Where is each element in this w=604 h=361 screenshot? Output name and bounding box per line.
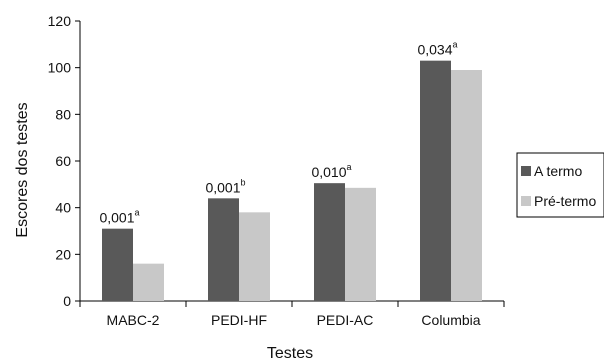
y-tick-label: 80 [55,106,71,122]
bar-a-termo [420,60,451,301]
bar-a-termo [102,228,133,301]
legend-label: Pré-termo [534,193,596,209]
bar-pre-termo [345,187,376,301]
y-tick-label: 40 [55,200,71,216]
y-tick-label: 60 [55,153,71,169]
legend-swatch [521,196,531,206]
legend: A termo Pré-termo [516,152,604,218]
y-tick-label: 20 [55,246,71,262]
p-value-label: 0,034a [417,40,457,58]
bars [102,60,482,301]
y-tick-label: 100 [48,60,72,76]
x-category-label: Columbia [421,312,480,328]
p-value-label: 0,001b [205,177,245,195]
x-axis-title: Testes [267,345,313,361]
bar-pre-termo [239,212,270,301]
y-tick-label: 120 [48,13,72,29]
legend-box [516,152,604,218]
x-category-label: MABC-2 [107,312,160,328]
axes: 0 20 40 60 80 100 120 MABC-2 PEDI-HF PEDI-AC Colum… [48,13,505,328]
bar-a-termo [208,198,239,301]
x-category-label: PEDI-HF [211,312,267,328]
y-tick-label: 0 [63,293,71,309]
legend-swatch [521,166,531,176]
legend-label: A termo [534,163,582,179]
x-category-label: PEDI-AC [317,312,374,328]
p-value-label: 0,001a [99,208,139,226]
bar-pre-termo [133,263,164,301]
labels: 0,001a 0,001b 0,010a 0,034a [99,40,457,226]
bar-pre-termo [451,70,482,301]
bar-a-termo [314,183,345,301]
p-value-label: 0,010a [311,162,351,180]
y-axis-title: Escores dos testes [14,102,31,237]
